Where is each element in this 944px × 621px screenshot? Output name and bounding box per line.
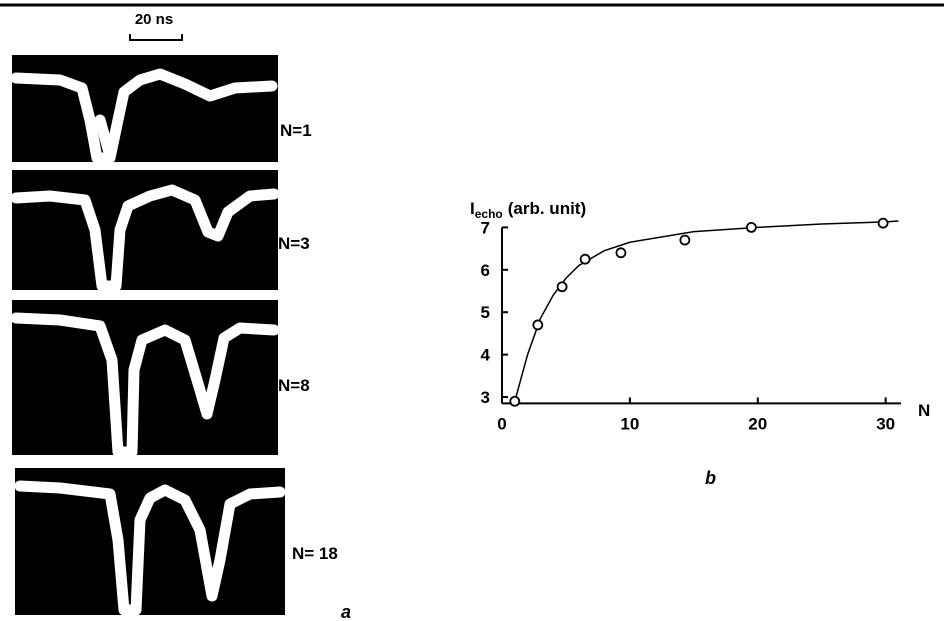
y-tick-label: 6 [481,261,490,280]
panel-caption: b [705,468,716,488]
data-point [680,236,689,245]
trace-label: N=3 [278,234,310,253]
panel-caption: a [341,602,351,621]
trace-label: N=1 [280,121,312,140]
y-tick-label: 4 [481,346,491,365]
data-point [510,397,519,406]
y-tick-label: 5 [481,303,490,322]
x-tick-label: 10 [620,414,639,433]
trace-panel [15,468,285,615]
x-tick-label: 0 [497,414,506,433]
trace-panel [12,55,278,162]
data-point [879,219,888,228]
data-point [581,255,590,264]
x-tick-label: 20 [748,414,767,433]
trace-label: N=8 [278,376,310,395]
data-point [616,248,625,257]
data-point [533,320,542,329]
data-point [747,223,756,232]
scale-label: 20 ns [135,11,173,28]
figure: 20 ns N=1 N=3 N=8 N= 18 a Iecho(arb. uni… [0,0,944,621]
y-tick-label: 3 [481,388,490,407]
fit-curve [515,221,899,401]
data-point [558,282,567,291]
y-tick-label: 7 [481,218,490,237]
x-axis-label: N [918,401,930,420]
trace-panel [12,170,278,290]
trace-panel [12,300,278,455]
trace-label: N= 18 [292,544,338,563]
scale-bar [130,34,182,40]
x-tick-label: 30 [876,414,895,433]
